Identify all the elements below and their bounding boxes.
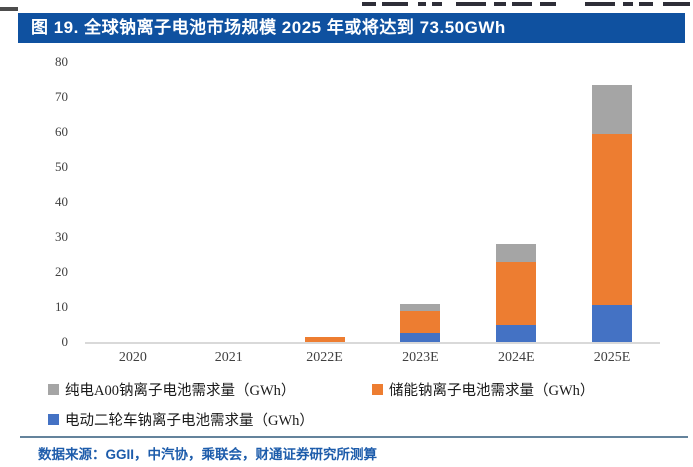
bar-segment bbox=[496, 244, 537, 262]
bar-slot-2021 bbox=[181, 62, 277, 342]
legend-label: 纯电A00钠离子电池需求量（GWh） bbox=[65, 383, 296, 399]
y-axis-tick-label: 70 bbox=[55, 89, 68, 104]
clipped-text-artifact bbox=[623, 2, 633, 6]
legend-item-pure-ev-a00: 纯电A00钠离子电池需求量（GWh） bbox=[48, 379, 295, 400]
y-axis-tick-label: 10 bbox=[55, 299, 68, 314]
stacked-bar-2024E bbox=[496, 244, 537, 342]
x-axis-tick-label: 2023E bbox=[402, 350, 439, 365]
y-axis-tick-label: 50 bbox=[55, 159, 68, 174]
legend-item-electric-two-wheeler: 电动二轮车钠离子电池需求量（GWh） bbox=[48, 409, 314, 430]
clipped-text-artifact bbox=[663, 2, 690, 6]
legend-label: 电动二轮车钠离子电池需求量（GWh） bbox=[65, 413, 314, 429]
legend-label: 储能钠离子电池需求量（GWh） bbox=[389, 383, 595, 399]
stacked-bar-2023E bbox=[400, 303, 441, 342]
bar-segment bbox=[592, 84, 633, 134]
bar-segment bbox=[496, 261, 537, 325]
y-axis-tick-label: 60 bbox=[55, 124, 68, 139]
bar-slot-2025E bbox=[564, 62, 660, 342]
x-axis-tick-label: 2025E bbox=[593, 350, 631, 365]
bar-segment bbox=[304, 336, 345, 342]
clipped-text-artifact bbox=[494, 2, 506, 6]
x-axis-tick-label: 2021 bbox=[214, 350, 243, 365]
plot-area bbox=[85, 62, 660, 344]
legend-swatch-gray bbox=[48, 384, 59, 395]
clipped-text-artifact bbox=[512, 2, 532, 6]
bar-slot-2020 bbox=[85, 62, 181, 342]
bar-slot-2023E bbox=[372, 62, 468, 342]
bar-segment bbox=[400, 303, 441, 311]
clipped-text-artifact bbox=[432, 2, 442, 6]
bar-slot-2022E bbox=[277, 62, 373, 342]
stacked-bar-2022E bbox=[304, 336, 345, 342]
figure-title-banner: 图 19. 全球钠离子电池市场规模 2025 年或将达到 73.50GWh bbox=[18, 13, 685, 43]
footer-divider bbox=[20, 436, 688, 438]
y-axis-tick-label: 30 bbox=[55, 229, 68, 244]
x-axis-tick-label: 2024E bbox=[497, 350, 535, 365]
legend-row: 纯电A00钠离子电池需求量（GWh） 储能钠离子电池需求量（GWh） bbox=[48, 379, 594, 400]
clipped-text-artifact bbox=[540, 2, 556, 6]
clipped-text-artifact bbox=[362, 2, 376, 6]
legend-swatch-orange bbox=[372, 384, 383, 395]
data-source-note: 数据来源：GGII，中汽协，乘联会，财通证券研究所测算 bbox=[38, 447, 378, 462]
bar-segment bbox=[400, 310, 441, 334]
legend-item-energy-storage: 储能钠离子电池需求量（GWh） bbox=[372, 379, 594, 400]
clipped-text-artifact-left bbox=[0, 7, 18, 11]
y-axis-tick-label: 80 bbox=[55, 54, 68, 69]
x-axis-tick-label: 2022E bbox=[306, 350, 343, 365]
x-axis-tick-label: 2020 bbox=[118, 350, 147, 365]
y-axis-tick-label: 0 bbox=[61, 334, 69, 349]
bar-segment bbox=[400, 333, 441, 342]
bar-segment bbox=[496, 324, 537, 342]
clipped-text-artifact bbox=[382, 2, 408, 6]
bar-segment bbox=[592, 133, 633, 306]
figure-title: 图 19. 全球钠离子电池市场规模 2025 年或将达到 73.50GWh bbox=[31, 18, 506, 37]
legend-swatch-blue bbox=[48, 414, 59, 425]
clipped-text-artifact bbox=[418, 2, 426, 6]
y-axis-tick-label: 20 bbox=[55, 264, 68, 279]
bar-segment bbox=[592, 305, 633, 342]
clipped-text-artifact bbox=[585, 2, 615, 6]
y-axis-tick-label: 40 bbox=[55, 194, 68, 209]
bar-slot-2024E bbox=[468, 62, 564, 342]
clipped-text-artifact bbox=[639, 2, 653, 6]
clipped-text-artifact bbox=[456, 2, 486, 6]
x-axis: 2020 2021 2022E 2023E 2024E 2025E bbox=[85, 350, 660, 366]
legend-row: 电动二轮车钠离子电池需求量（GWh） bbox=[48, 409, 314, 430]
stacked-bar-2025E bbox=[592, 84, 633, 342]
